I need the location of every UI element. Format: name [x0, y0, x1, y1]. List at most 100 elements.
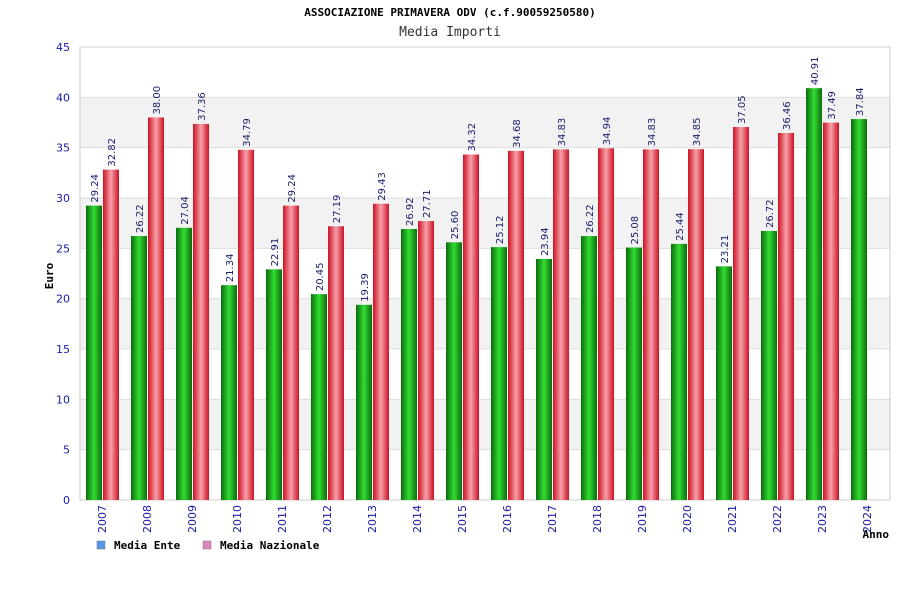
y-tick-label: 0 [63, 494, 70, 507]
data-label: 25.60 [450, 211, 461, 240]
data-label: 26.72 [765, 199, 776, 228]
chart-title: ASSOCIAZIONE PRIMAVERA ODV (c.f.90059250… [304, 6, 596, 19]
y-tick-label: 35 [56, 142, 70, 155]
x-tick-label: 2024 [861, 505, 874, 533]
bar-media-nazionale [508, 150, 524, 500]
legend-label: Media Nazionale [220, 539, 320, 552]
data-labels: 29.24 32.82 26.22 38.00 27.04 37.36 21.34 34.79… [90, 57, 866, 302]
bar-media-ente [851, 119, 867, 500]
data-label: 37.84 [855, 87, 866, 116]
y-tick-label: 40 [56, 91, 70, 104]
data-label: 27.71 [422, 189, 433, 218]
x-tick-label: 2021 [726, 505, 739, 533]
x-axis-title: Anno [863, 528, 890, 541]
data-label: 22.91 [270, 238, 281, 267]
plot-border [79, 46, 891, 501]
data-label: 34.32 [467, 123, 478, 152]
y-tick-label: 20 [56, 293, 70, 306]
data-label: 25.08 [630, 216, 641, 245]
bar-media-ente [176, 227, 192, 500]
x-tick-label: 2011 [276, 505, 289, 533]
x-tick-label: 2012 [321, 505, 334, 533]
data-label: 26.22 [585, 204, 596, 233]
data-label: 34.83 [557, 118, 568, 147]
data-label: 19.39 [360, 273, 371, 302]
data-label: 29.24 [90, 174, 101, 203]
bar-media-ente [491, 247, 507, 500]
x-tick-label: 2016 [501, 505, 514, 533]
bar-media-nazionale [373, 203, 389, 500]
data-label: 20.45 [315, 262, 326, 291]
bar-media-ente [536, 259, 552, 500]
y-tick-label: 15 [56, 343, 70, 356]
bar-media-ente [266, 269, 282, 500]
x-tick-label: 2023 [816, 505, 829, 533]
bar-media-nazionale [238, 149, 254, 500]
bar-media-nazionale [418, 221, 434, 500]
x-tick-label: 2019 [636, 505, 649, 533]
x-tick-label: 2013 [366, 505, 379, 533]
grid-band [80, 97, 890, 148]
x-tick-label: 2022 [771, 505, 784, 533]
grid-bands [80, 97, 890, 450]
bar-media-nazionale [598, 148, 614, 500]
bar-media-nazionale [643, 149, 659, 501]
bar-media-nazionale [283, 205, 299, 500]
data-label: 21.34 [225, 254, 236, 283]
x-tick-label: 2010 [231, 505, 244, 533]
data-label: 34.68 [512, 119, 523, 148]
legend: Media Ente Media Nazionale [96, 539, 320, 552]
grid-band [80, 198, 890, 249]
data-label: 27.19 [332, 195, 343, 224]
bar-media-ente [221, 285, 237, 500]
data-label: 34.83 [647, 118, 658, 147]
grid-band [80, 298, 890, 349]
bar-media-nazionale [553, 149, 569, 501]
data-label: 37.36 [197, 92, 208, 121]
x-axis-ticks: 2007 2008 2009 2010 2011 2012 2013 2014 2015 2016… [96, 505, 874, 533]
bar-media-ente [356, 304, 372, 500]
y-tick-label: 30 [56, 192, 70, 205]
bar-media-ente [131, 236, 147, 500]
grid-band [80, 399, 890, 450]
bars [86, 88, 867, 501]
bar-media-ente [806, 88, 822, 500]
bar-media-ente [401, 229, 417, 500]
bar-media-ente [581, 236, 597, 500]
bar-media-nazionale [778, 132, 794, 500]
bar-media-ente [311, 294, 327, 500]
bar-media-ente [86, 205, 102, 500]
chart-subtitle: Media Importi [399, 25, 501, 40]
y-tick-label: 5 [63, 444, 70, 457]
bar-media-nazionale [193, 123, 209, 500]
legend-label: Media Ente [114, 539, 181, 552]
data-label: 29.43 [377, 172, 388, 201]
x-tick-label: 2008 [141, 505, 154, 533]
x-tick-label: 2015 [456, 505, 469, 533]
data-label: 26.92 [405, 197, 416, 226]
bar-media-nazionale [328, 226, 344, 500]
data-label: 34.79 [242, 118, 253, 147]
data-label: 34.85 [692, 118, 703, 147]
x-tick-label: 2009 [186, 505, 199, 533]
x-tick-label: 2007 [96, 505, 109, 533]
data-label: 32.82 [107, 138, 118, 167]
bar-media-nazionale [688, 149, 704, 500]
data-label: 23.21 [720, 235, 731, 264]
bar-media-nazionale [733, 127, 749, 500]
y-axis-title: Euro [43, 262, 56, 289]
y-tick-label: 45 [56, 41, 70, 54]
legend-swatch [202, 540, 212, 550]
bar-media-nazionale [103, 169, 119, 500]
legend-swatch [96, 540, 106, 550]
y-tick-label: 25 [56, 242, 70, 255]
bar-media-nazionale [148, 117, 164, 500]
bar-media-nazionale [823, 122, 839, 500]
data-label: 23.94 [540, 227, 551, 256]
x-tick-label: 2014 [411, 505, 424, 533]
x-tick-label: 2018 [591, 505, 604, 533]
bar-media-ente [761, 231, 777, 500]
bar-media-ente [671, 243, 687, 501]
data-label: 26.22 [135, 204, 146, 233]
bar-media-nazionale [463, 154, 479, 500]
